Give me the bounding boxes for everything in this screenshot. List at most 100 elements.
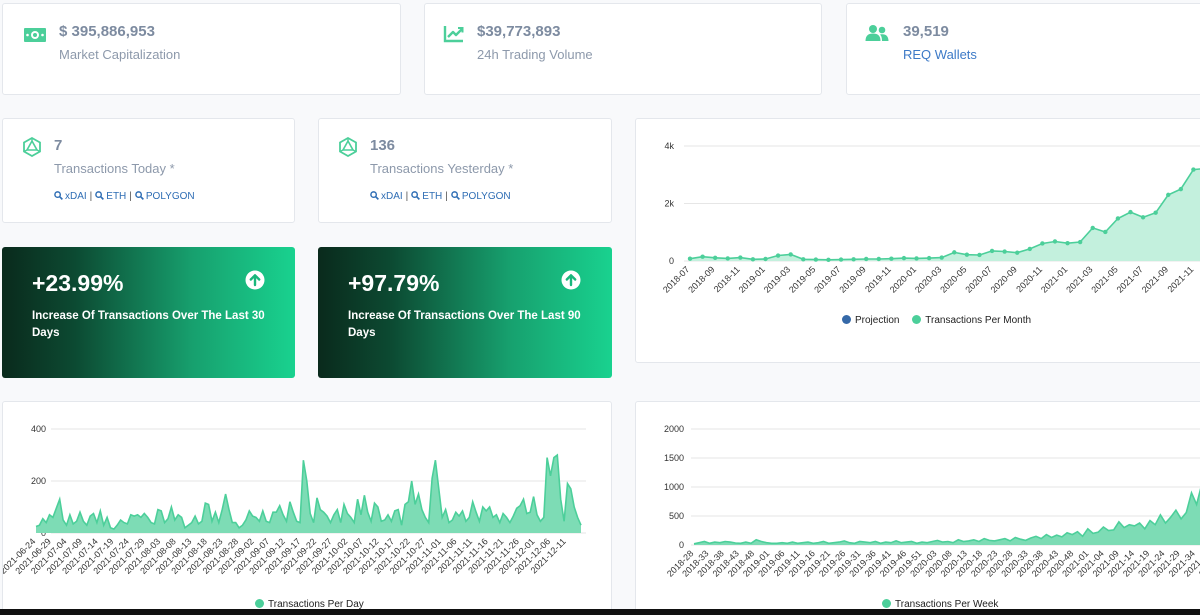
data-point [1140, 215, 1146, 220]
daily-chart-card: 02004002021-06-242021-06-292021-07-04202… [2, 401, 612, 615]
legend-label: Projection [855, 315, 900, 326]
increase-90-percent: +97.79% [348, 270, 440, 296]
data-point [876, 256, 881, 262]
x-tick-label: 2019-05 [787, 264, 817, 294]
data-point [826, 257, 831, 263]
explorer-label: ETH [422, 191, 443, 202]
y-tick-label: 0 [679, 540, 684, 550]
y-tick-label: 4k [664, 141, 674, 151]
x-tick-label: 2020-09 [989, 264, 1019, 294]
explorer-label: xDAI [65, 191, 87, 202]
legend-label: Transactions Per Week [895, 599, 999, 610]
monthly-chart-card: 0 2k 4k 2018-07 2018-09 2018-11 2019-01 2019-03… [635, 118, 1200, 363]
explorer-link-polygon[interactable]: POLYGON [451, 191, 511, 202]
arrow-up-circle-icon [245, 270, 265, 290]
explorer-label: POLYGON [145, 191, 195, 202]
legend-projection[interactable]: Projection [842, 315, 899, 326]
search-icon [451, 191, 460, 200]
data-point [1103, 229, 1108, 235]
series-line [35, 453, 582, 531]
increase-30-description: Increase Of Transactions Over The Last 3… [32, 310, 265, 339]
separator: | [405, 191, 409, 202]
data-point [964, 252, 970, 257]
data-point [989, 248, 995, 254]
data-point [1002, 249, 1007, 254]
data-point [687, 256, 693, 261]
tx-today-label: Transactions Today * [54, 161, 175, 176]
data-point [1115, 216, 1121, 221]
weekly-chart-legend: Transactions Per Week [882, 599, 998, 610]
data-point [763, 256, 768, 262]
data-point [1178, 186, 1184, 192]
data-point [914, 256, 919, 261]
x-tick-label: 2020-07 [963, 264, 993, 294]
legend-dot [255, 599, 264, 608]
y-tick-label: 2k [664, 199, 674, 209]
data-point [1090, 225, 1095, 231]
y-tick-label: 400 [31, 424, 46, 434]
x-tick-label: 2021-11 [1165, 264, 1195, 294]
data-point [863, 256, 869, 262]
explorer-label: xDAI [381, 191, 403, 202]
data-point [838, 257, 844, 262]
x-tick-label: 2021-07 [1115, 264, 1145, 294]
explorer-link-eth[interactable]: ETH [411, 191, 442, 202]
series-area [694, 491, 1200, 545]
legend-dot [882, 599, 891, 608]
legend-transactions-per-week[interactable]: Transactions Per Week [882, 599, 998, 610]
data-point [1065, 240, 1070, 246]
data-point [1191, 167, 1196, 172]
y-tick-label: 1000 [664, 482, 684, 492]
search-icon [411, 191, 421, 200]
separator: | [445, 191, 448, 202]
data-point [1015, 250, 1020, 255]
legend-transactions-per-month[interactable]: Transactions Per Month [912, 315, 1031, 326]
legend-label: Transactions Per Day [268, 599, 364, 610]
trend-chart-icon [443, 26, 464, 43]
wallets-card: 39,519 REQ Wallets [846, 3, 1200, 95]
x-tick-label: 2019-03 [762, 264, 792, 294]
volume-value: $39,773,893 [477, 23, 561, 40]
data-point [901, 255, 907, 261]
tx-yesterday-explorers: xDAI | ETH | POLYGON [370, 191, 511, 202]
request-logo-icon [23, 137, 41, 157]
legend-dot [842, 315, 851, 324]
tx-yesterday-card: 136 Transactions Yesterday * xDAI | ETH | PO… [318, 118, 612, 223]
data-point [889, 256, 894, 261]
explorer-label: POLYGON [461, 191, 511, 202]
increase-30-percent: +23.99% [32, 270, 124, 296]
series-area [690, 168, 1200, 261]
wallets-value: 39,519 [903, 23, 949, 40]
legend-dot [912, 315, 922, 324]
explorer-link-polygon[interactable]: POLYGON [135, 191, 195, 202]
tx-today-card: 7 Transactions Today * xDAI | ETH | POLYGON [2, 118, 295, 223]
data-point [775, 253, 781, 258]
data-point [712, 255, 718, 261]
tx-yesterday-value: 136 [370, 137, 396, 154]
y-tick-label: 1500 [664, 453, 684, 463]
data-point [1153, 210, 1158, 215]
data-point [738, 255, 743, 260]
market-cap-label: Market Capitalization [59, 47, 181, 62]
tx-yesterday-label: Transactions Yesterday * [370, 161, 514, 176]
explorer-link-xdai[interactable]: xDAI [370, 191, 403, 202]
weekly-chart-card: 0 500 1000 1500 2000 2018-28 2018-33 2018-38 201… [635, 401, 1200, 615]
users-icon [865, 25, 889, 41]
weekly-transactions-chart: 05001000150020002018-282018-332018-38201… [664, 424, 1200, 579]
x-tick-label: 2021-09 [1140, 264, 1170, 294]
x-tick-label: 2020-01 [888, 264, 918, 294]
market-cap-value: $ 395,886,953 [59, 23, 155, 40]
search-icon [135, 191, 144, 200]
explorer-link-xdai[interactable]: xDAI [54, 191, 87, 202]
x-tick-label: 2019-09 [837, 264, 867, 294]
data-point [1052, 239, 1058, 244]
x-tick-label: 2020-03 [913, 264, 943, 294]
data-point [1027, 246, 1033, 252]
wallets-link[interactable]: REQ Wallets [903, 47, 977, 62]
increase-90-card: +97.79% Increase Of Transactions Over Th… [318, 247, 612, 378]
daily-chart-legend: Transactions Per Day [255, 599, 364, 610]
legend-transactions-per-day[interactable]: Transactions Per Day [255, 599, 364, 610]
monthly-transactions-chart: 02k4k2018-072018-092018-112019-012019-03… [661, 141, 1200, 295]
explorer-link-eth[interactable]: ETH [95, 191, 126, 202]
data-point [952, 250, 957, 255]
